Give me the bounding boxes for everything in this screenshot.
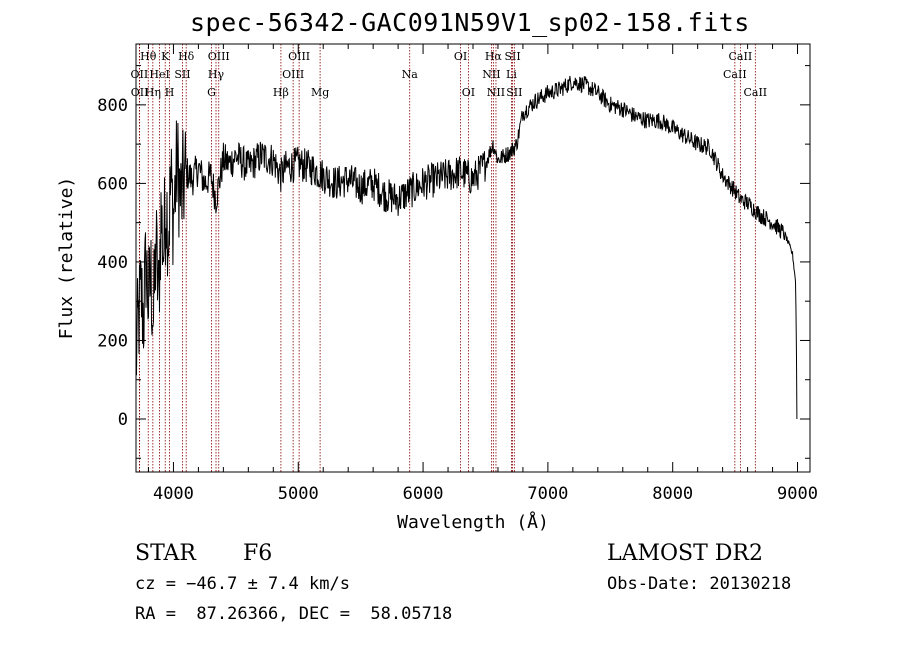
line-id-label: OI <box>454 50 467 63</box>
axis-labels: 4000 5000 6000 7000 8000 9000 0 200 400 600 800 Wav… <box>56 96 818 533</box>
y-tick-label: 800 <box>97 96 128 116</box>
line-id-label: Hθ <box>140 50 157 63</box>
line-id-label: NII <box>487 86 505 99</box>
line-id-label: Li <box>506 68 517 81</box>
line-id-label: NII <box>482 68 500 81</box>
y-tick-label: 0 <box>118 410 128 430</box>
line-id-label: OIII <box>282 68 304 81</box>
line-id-label: Hα <box>485 50 503 63</box>
observation-date: Obs-Date: 20130218 <box>607 574 792 594</box>
x-tick-label: 7000 <box>527 484 568 504</box>
y-tick-label: 600 <box>97 174 128 194</box>
plot-frame <box>135 43 811 473</box>
redshift-velocity: cz = −46.7 ± 7.4 km/s <box>135 574 350 594</box>
line-id-label: CaII <box>729 50 753 63</box>
object-subclass: F6 <box>243 541 273 566</box>
line-id-label: OII <box>131 86 149 99</box>
line-id-label: OIII <box>208 50 230 63</box>
x-tick-label: 5000 <box>278 484 319 504</box>
y-tick-label: 400 <box>97 253 128 273</box>
x-tick-label: 6000 <box>403 484 444 504</box>
line-id-label: K <box>161 50 170 63</box>
line-id-label: Mg <box>311 86 329 99</box>
x-tick-label: 8000 <box>652 484 693 504</box>
y-axis-label: Flux (relative) <box>56 177 77 340</box>
line-id-label: Hγ <box>208 68 225 81</box>
chart-title: spec-56342-GAC091N59V1_sp02-158.fits <box>190 8 750 37</box>
line-id-label: Hδ <box>178 50 195 63</box>
y-tick-label: 200 <box>97 331 128 351</box>
x-tick-label: 4000 <box>153 484 194 504</box>
line-id-label: Na <box>402 68 419 81</box>
line-id-label: G <box>207 86 216 99</box>
line-id-label: SII <box>506 86 522 99</box>
line-id-label: OI <box>462 86 475 99</box>
line-id-label: SII <box>504 50 520 63</box>
survey-name: LAMOST DR2 <box>607 541 763 566</box>
line-id-label: OIII <box>288 50 310 63</box>
line-id-label: HeI <box>149 68 169 81</box>
line-id-label: CaII <box>743 86 767 99</box>
object-class: STAR <box>135 541 196 566</box>
x-tick-label: 9000 <box>777 484 818 504</box>
x-axis-label: Wavelength (Å) <box>397 511 549 533</box>
line-id-label: SII <box>174 68 190 81</box>
series-layer <box>135 75 798 420</box>
line-id-label: Hη <box>145 86 161 99</box>
axis-ticks <box>136 44 810 472</box>
flux-series-line <box>135 75 798 420</box>
line-id-label: H <box>165 86 175 99</box>
coordinates: RA = 87.26366, DEC = 58.05718 <box>135 604 453 624</box>
line-id-label: CaII <box>723 68 747 81</box>
line-id-label: Hβ <box>273 86 289 99</box>
